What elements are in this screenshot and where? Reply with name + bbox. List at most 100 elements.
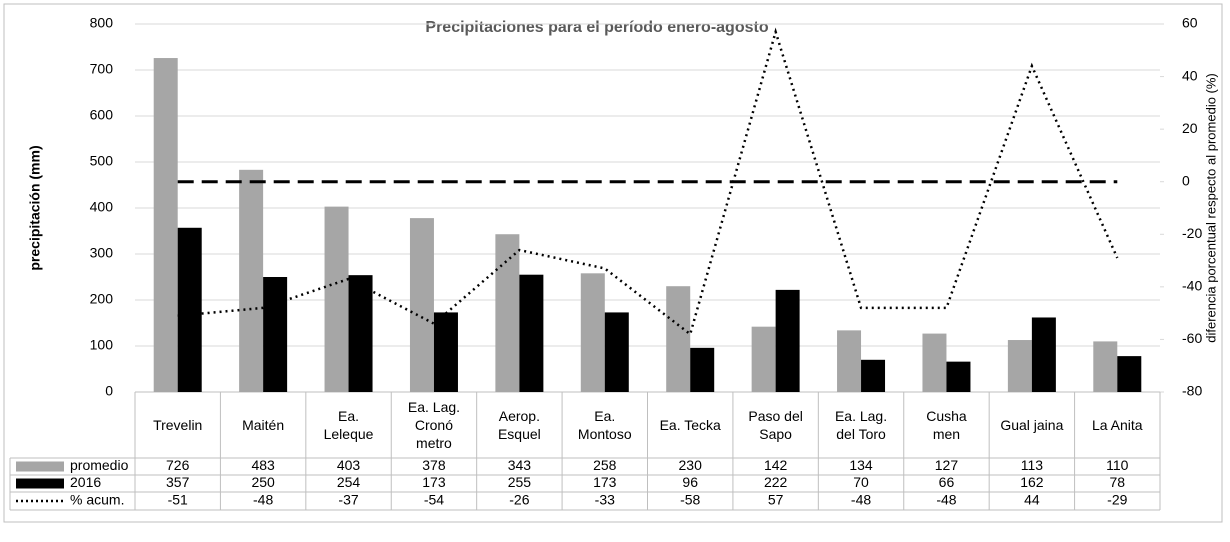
x-tick-label: Cusha men [926,408,967,442]
table-value: -29 [1107,492,1127,508]
bar [580,273,605,392]
x-tick-label: Maitén [242,417,285,433]
bar [946,361,971,392]
y-tick-label: 100 [90,337,114,353]
table-value: 134 [849,457,873,473]
y2-tick-label: 20 [1182,120,1198,136]
table-value: 113 [1021,457,1044,473]
legend-label: 2016 [70,474,101,490]
table-value: 357 [166,474,190,490]
table-value: 483 [251,457,275,473]
legend-swatch [16,478,64,489]
table-value: 255 [508,474,532,490]
table-value: 57 [768,492,784,508]
x-tick-label: Ea. Tecka [659,417,721,433]
y-tick-label: 700 [90,61,114,77]
bar [433,312,458,392]
bar [348,275,373,392]
table-value: -51 [168,492,188,508]
legend-label: promedio [70,457,129,473]
bar [239,169,264,392]
table-value: 96 [682,474,698,490]
x-tick-label: Ea. Leleque [323,408,374,442]
bar [1031,317,1056,392]
table-value: 70 [853,474,869,490]
y-axis-label: precipitación (mm) [27,145,43,270]
bar [775,289,800,392]
bar [751,326,776,392]
table-value: -33 [595,492,615,508]
bar [1093,341,1118,392]
table-value: -48 [253,492,273,508]
table-value: 378 [422,457,446,473]
bar [409,218,434,392]
bar [922,333,947,392]
table-value: -26 [509,492,529,508]
table-value: 343 [508,457,532,473]
table-value: 127 [935,457,959,473]
bar [1007,340,1032,392]
table-value: 173 [593,474,617,490]
legend-label: % acum. [70,492,124,508]
table-value: 230 [679,457,703,473]
table-value: 44 [1024,492,1040,508]
bar [1117,356,1142,392]
table-value: 173 [422,474,446,490]
table-value: 110 [1106,457,1129,473]
y2-tick-label: 0 [1182,172,1190,188]
bar [177,227,202,392]
y2-tick-label: -40 [1182,278,1202,294]
x-tick-label: La Anita [1091,417,1143,433]
chart-title: Precipitaciones para el período enero-ag… [425,19,768,36]
x-tick-label: Gual jaina [1000,417,1064,433]
x-tick-label: Ea. Lag. del Toro [834,408,888,442]
x-tick-label: Ea. Montoso [577,408,632,442]
table-value: 250 [251,474,275,490]
table-value: 78 [1110,474,1126,490]
y-tick-label: 0 [105,383,113,399]
table-value: 726 [166,457,190,473]
bar [604,312,629,392]
bar [690,347,715,392]
y-tick-label: 500 [90,153,114,169]
y-tick-label: 800 [90,15,114,31]
bar [837,330,862,392]
table-value: 66 [939,474,955,490]
table-value: -58 [680,492,700,508]
bar [666,286,691,392]
table-value: -48 [936,492,956,508]
bar [519,274,544,392]
table-value: -37 [338,492,358,508]
bar [263,277,288,392]
y2-tick-label: 60 [1182,15,1198,31]
bar [324,206,349,392]
y-tick-label: 400 [90,199,114,215]
table-value: -54 [424,492,444,508]
y2-tick-label: -60 [1182,330,1202,346]
chart-border [3,3,1223,523]
table-value: 403 [337,457,361,473]
table-value: -48 [851,492,871,508]
y2-tick-label: -20 [1182,225,1202,241]
table-value: 162 [1020,474,1044,490]
y-tick-label: 600 [90,107,114,123]
bar [153,58,178,392]
y2-axis-label: diferencia porcentual respecto al promed… [1203,73,1218,343]
x-tick-label: Paso del Sapo [748,408,803,442]
table-value: 254 [337,474,361,490]
y-tick-label: 300 [90,245,114,261]
x-tick-label: Trevelin [153,417,203,433]
legend-swatch [16,461,64,472]
bar [495,234,520,392]
x-tick-label: Ea. Lag. Cronó metro [407,399,461,451]
table-value: 258 [593,457,617,473]
y2-tick-label: 40 [1182,67,1198,83]
table-value: 142 [764,457,788,473]
y2-tick-label: -80 [1182,383,1202,399]
y-tick-label: 200 [90,291,114,307]
bar [861,359,886,392]
x-tick-label: Aerop. Esquel [497,408,541,442]
table-value: 222 [764,474,788,490]
